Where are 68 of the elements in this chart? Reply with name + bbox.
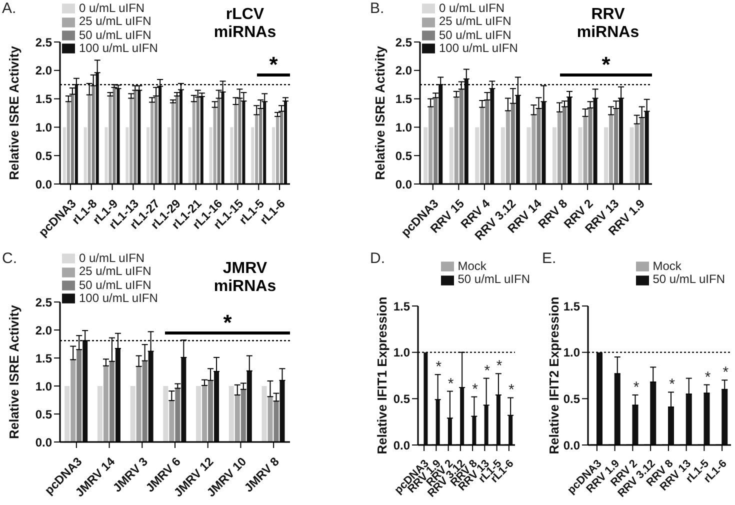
y-tick-label: 1.5 xyxy=(563,299,580,314)
y-tick-label: 0.0 xyxy=(35,435,52,450)
y-tick-label: 1.0 xyxy=(35,120,52,134)
legend-label: 50 u/mL uIFN xyxy=(79,28,152,42)
text: C. xyxy=(2,250,17,267)
legend-label: 100 u/mL uIFN xyxy=(79,40,158,55)
y-tick-label: 1.5 xyxy=(35,92,52,106)
legend-label: 25 u/mL uIFN xyxy=(439,14,512,28)
y-tick-label: 1.0 xyxy=(563,346,580,360)
data-label: * xyxy=(448,375,454,392)
annotation: * xyxy=(269,52,278,77)
data-label: * xyxy=(722,364,729,382)
legend-label: 50 u/mL uIFN xyxy=(439,28,512,42)
y-tick-label: 2.0 xyxy=(395,64,412,78)
legend-label: 50 u/mL uIFN xyxy=(652,272,725,286)
annotation: * xyxy=(602,52,611,77)
y-tick-label: 0.5 xyxy=(35,407,52,422)
legend-label: 0 u/mL uIFN xyxy=(79,1,145,15)
y-tick-label: 2.5 xyxy=(35,295,52,310)
legend-label: 0 u/mL uIFN xyxy=(79,251,145,265)
y-tick-label: 0.5 xyxy=(393,392,410,406)
y-tick-label: 1.5 xyxy=(393,299,410,314)
legend-label: 25 u/mL uIFN xyxy=(79,14,152,28)
legend-label: 0 u/mL uIFN xyxy=(439,1,505,15)
text: A. xyxy=(2,0,16,17)
data-label: * xyxy=(669,376,676,394)
text: B. xyxy=(370,0,384,17)
y-tick-label: 2.0 xyxy=(35,64,52,78)
y-tick-label: 1.0 xyxy=(393,346,410,360)
y-tick-label: 2.0 xyxy=(35,323,52,338)
y-axis-title: Relative ISRE Activity xyxy=(6,304,22,439)
y-axis-title: Relative IFIT1 Expression xyxy=(374,296,390,454)
y-tick-label: 1.0 xyxy=(35,379,52,394)
legend-label: 50 u/mL uIFN xyxy=(79,278,152,292)
data-label: * xyxy=(704,368,711,386)
y-tick-label: 1.5 xyxy=(35,351,52,366)
y-tick-label: 0.0 xyxy=(393,438,410,452)
y-tick-label: 0.0 xyxy=(563,438,580,452)
y-tick-label: 1.0 xyxy=(395,120,412,134)
y-axis-title: Relative ISRE Activity xyxy=(372,45,388,180)
y-tick-label: 1.5 xyxy=(395,92,412,106)
text: E. xyxy=(542,250,556,267)
legend-label: Mock xyxy=(458,259,486,273)
y-axis-title: Relative ISRE Activity xyxy=(6,45,22,180)
chart-title: rLCV miRNAs xyxy=(212,6,278,42)
data-label: * xyxy=(633,378,640,396)
data-label: * xyxy=(484,362,490,380)
annotation: * xyxy=(223,310,232,335)
data-label: * xyxy=(496,358,502,375)
legend-label: 100 u/mL uIFN xyxy=(439,40,518,55)
y-tick-label: 0.5 xyxy=(395,148,412,163)
y-tick-label: 0.5 xyxy=(563,392,580,406)
text: D. xyxy=(370,250,385,267)
data-label: * xyxy=(472,380,478,398)
legend-label: 50 u/mL uIFN xyxy=(458,272,530,286)
chart-title: JMRV miRNAs xyxy=(212,260,278,296)
legend-label: Mock xyxy=(652,259,682,273)
y-axis-title: Relative IFIT2 Expression xyxy=(546,296,562,454)
chart-title: RRV miRNAs xyxy=(576,6,640,42)
y-tick-label: 0.0 xyxy=(35,177,52,192)
y-tick-label: 2.5 xyxy=(395,35,412,50)
y-tick-label: 2.5 xyxy=(35,35,52,50)
y-tick-label: 0.5 xyxy=(35,148,52,163)
legend-label: 100 u/mL uIFN xyxy=(79,290,158,305)
legend-label: 25 u/mL uIFN xyxy=(79,264,152,278)
y-tick-label: 0.0 xyxy=(395,177,412,192)
data-label: * xyxy=(436,358,442,376)
data-label: * xyxy=(508,382,514,399)
